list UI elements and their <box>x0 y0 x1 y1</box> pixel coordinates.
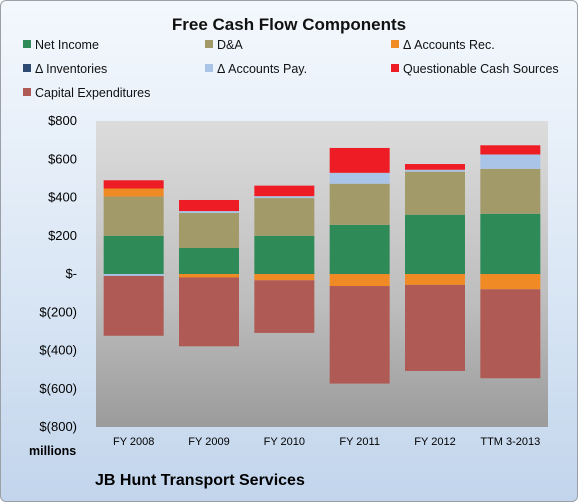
x-tick-label: FY 2010 <box>264 436 305 448</box>
bar-accounts-pay-fy-2009 <box>179 211 239 213</box>
legend-label: Δ Accounts Pay. <box>217 62 308 76</box>
bar-net-income-fy-2011 <box>329 224 390 274</box>
legend-label: Δ Accounts Rec. <box>403 38 495 52</box>
legend-swatch <box>205 64 213 72</box>
bar-questionable-cash-sources-fy-2008 <box>103 180 164 189</box>
bar-accounts-pay-ttm-3-2013 <box>480 154 541 169</box>
x-tick-label: FY 2012 <box>414 436 455 448</box>
bar-d-a-fy-2008 <box>103 196 164 236</box>
bar-capital-expenditures-fy-2009 <box>179 277 239 347</box>
legend-swatch <box>391 64 399 72</box>
y-tick-label: $(200) <box>39 304 77 319</box>
bar-accounts-rec-fy-2012 <box>405 274 465 285</box>
legend-label: Δ Inventories <box>35 62 108 76</box>
legend-label: Net Income <box>35 38 99 52</box>
units-label: millions <box>29 444 77 458</box>
bar-d-a-ttm-3-2013 <box>480 168 541 214</box>
bar-d-a-fy-2009 <box>179 212 239 248</box>
plot-area <box>96 121 548 427</box>
bar-net-income-ttm-3-2013 <box>480 213 541 274</box>
bar-questionable-cash-sources-ttm-3-2013 <box>480 145 541 155</box>
x-tick-label: FY 2008 <box>113 436 154 448</box>
legend-item-capital-expenditures: Capital Expenditures <box>23 86 150 100</box>
company-name: JB Hunt Transport Services <box>95 472 305 489</box>
bar-accounts-rec-fy-2010 <box>254 274 315 281</box>
bar-capital-expenditures-fy-2010 <box>254 280 315 333</box>
legend-item-inventories: Δ Inventories <box>23 62 107 76</box>
bar-accounts-pay-fy-2010 <box>254 196 315 199</box>
y-tick-label: $800 <box>48 113 77 128</box>
legend-swatch <box>205 40 213 48</box>
legend-item-accounts-rec: Δ Accounts Rec. <box>391 38 495 52</box>
legend-label: Capital Expenditures <box>35 86 151 100</box>
bar-accounts-rec-fy-2011 <box>329 274 390 287</box>
y-tick-label: $200 <box>48 228 77 243</box>
bar-d-a-fy-2010 <box>254 198 315 236</box>
bar-net-income-fy-2012 <box>405 214 465 274</box>
y-tick-label: $- <box>65 266 77 281</box>
legend-label: Questionable Cash Sources <box>403 62 559 76</box>
bar-questionable-cash-sources-fy-2009 <box>179 199 239 212</box>
bar-capital-expenditures-fy-2012 <box>405 284 465 371</box>
bar-questionable-cash-sources-fy-2012 <box>405 164 465 170</box>
bar-capital-expenditures-ttm-3-2013 <box>480 289 541 379</box>
y-tick-label: $(600) <box>39 381 77 396</box>
bar-accounts-rec-ttm-3-2013 <box>480 274 541 290</box>
y-tick-label: $(400) <box>39 343 77 358</box>
x-tick-label: FY 2009 <box>188 436 229 448</box>
bar-accounts-rec-fy-2009 <box>179 274 239 278</box>
legend-swatch <box>391 40 399 48</box>
legend-item-accounts-pay: Δ Accounts Pay. <box>205 62 307 76</box>
bar-d-a-fy-2012 <box>405 171 465 215</box>
legend-item-d-a: D&A <box>205 38 243 52</box>
bar-questionable-cash-sources-fy-2010 <box>254 185 315 197</box>
legend-label: D&A <box>217 38 243 52</box>
chart-title: Free Cash Flow Components <box>171 15 407 34</box>
bar-capital-expenditures-fy-2008 <box>103 275 164 336</box>
legend-item-questionable-cash-sources: Questionable Cash Sources <box>391 62 559 76</box>
bar-net-income-fy-2008 <box>103 235 164 274</box>
bar-questionable-cash-sources-fy-2011 <box>329 147 390 173</box>
x-tick-label: TTM 3-2013 <box>480 436 540 448</box>
bar-d-a-fy-2011 <box>329 183 390 225</box>
bar-accounts-rec-fy-2008 <box>103 188 164 197</box>
bar-capital-expenditures-fy-2011 <box>329 286 390 384</box>
legend-swatch <box>23 64 31 72</box>
y-tick-label: $600 <box>48 151 77 166</box>
bar-net-income-fy-2010 <box>254 235 315 274</box>
bar-net-income-fy-2009 <box>179 247 239 274</box>
legend-swatch <box>23 88 31 96</box>
bar-accounts-pay-fy-2012 <box>405 169 465 172</box>
y-tick-label: $400 <box>48 190 77 205</box>
x-tick-label: FY 2011 <box>339 436 380 448</box>
bar-accounts-pay-fy-2011 <box>329 172 390 184</box>
legend-item-net-income: Net Income <box>23 38 99 52</box>
y-tick-label: $(800) <box>39 419 77 434</box>
legend-swatch <box>23 40 31 48</box>
bar-accounts-pay-fy-2008 <box>103 274 164 276</box>
